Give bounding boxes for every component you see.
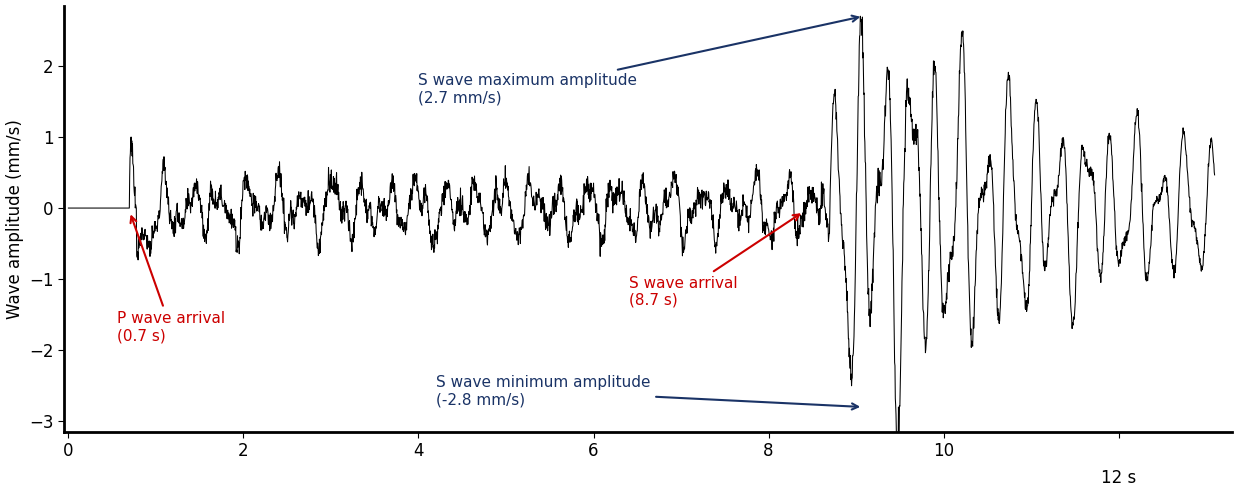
- Text: P wave arrival
(0.7 s): P wave arrival (0.7 s): [116, 217, 224, 344]
- Y-axis label: Wave amplitude (mm/s): Wave amplitude (mm/s): [5, 119, 24, 319]
- Text: S wave arrival
(8.7 s): S wave arrival (8.7 s): [629, 214, 800, 308]
- Text: S wave minimum amplitude
(-2.8 mm/s): S wave minimum amplitude (-2.8 mm/s): [436, 375, 858, 409]
- Text: S wave maximum amplitude
(2.7 mm/s): S wave maximum amplitude (2.7 mm/s): [418, 16, 858, 105]
- Text: 12 s: 12 s: [1101, 469, 1136, 487]
